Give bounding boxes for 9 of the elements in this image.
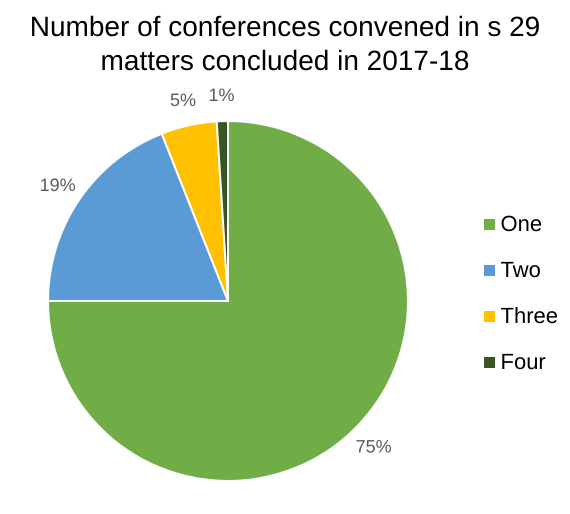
legend-label: Four xyxy=(500,349,546,375)
data-label: 19% xyxy=(40,175,76,196)
data-label: 5% xyxy=(170,90,196,110)
legend-label: Three xyxy=(500,303,558,329)
chart-title: Number of conferences convened in s 29 matters concluded in 2017-18 xyxy=(28,10,542,78)
legend-label: One xyxy=(500,211,542,237)
data-label: 1% xyxy=(208,85,235,106)
legend-label: Two xyxy=(500,257,541,283)
data-label: 75% xyxy=(356,436,392,457)
